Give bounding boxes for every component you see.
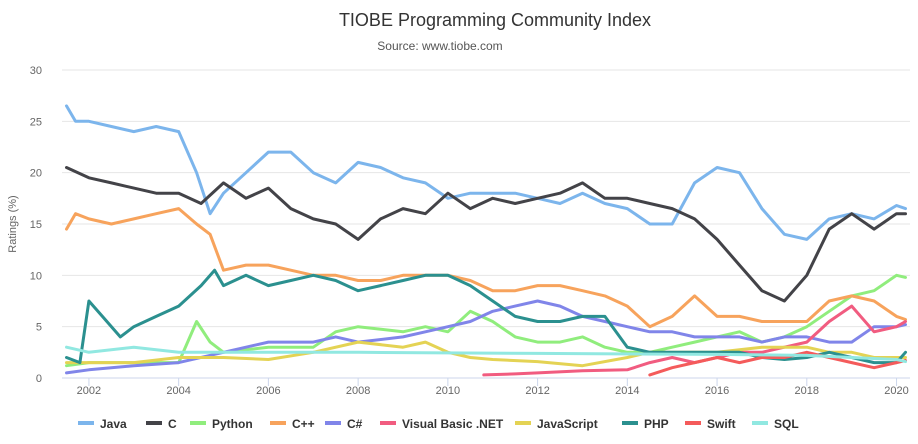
- legend-label: C++: [292, 417, 315, 431]
- legend-item[interactable]: C#: [325, 417, 363, 431]
- legend-label: SQL: [774, 417, 799, 431]
- chart-subtitle: Source: www.tiobe.com: [377, 39, 502, 53]
- legend-label: Visual Basic .NET: [402, 417, 504, 431]
- legend-swatch: [622, 421, 638, 425]
- legend-label: Python: [212, 417, 253, 431]
- y-tick-label: 25: [30, 116, 42, 128]
- legend-item[interactable]: Swift: [685, 417, 736, 431]
- x-tick-label: 2020: [884, 385, 908, 397]
- legend-label: Java: [100, 417, 127, 431]
- legend-label: Swift: [707, 417, 736, 431]
- y-tick-label: 0: [36, 373, 42, 385]
- legend-item[interactable]: PHP: [622, 417, 669, 431]
- series-line-swift: [648, 350, 907, 377]
- legend-label: PHP: [644, 417, 669, 431]
- y-tick-label: 30: [30, 65, 42, 77]
- x-tick-label: 2010: [436, 385, 460, 397]
- series-line-c-: [65, 207, 907, 329]
- legend-swatch: [685, 421, 701, 425]
- series-line-visual-basic-net: [482, 304, 907, 377]
- series-line-javascript: [65, 340, 907, 368]
- x-tick-label: 2004: [166, 385, 190, 397]
- legend-swatch: [515, 421, 531, 425]
- x-tick-label: 2006: [256, 385, 280, 397]
- y-tick-label: 10: [30, 270, 42, 282]
- y-axis-label: Ratings (%): [7, 195, 19, 252]
- legend-item[interactable]: C++: [270, 417, 315, 431]
- legend-item[interactable]: SQL: [752, 417, 799, 431]
- x-tick-label: 2002: [77, 385, 101, 397]
- legend-swatch: [270, 421, 286, 425]
- y-tick-label: 20: [30, 168, 42, 180]
- legend-label: JavaScript: [537, 417, 598, 431]
- legend-item[interactable]: Visual Basic .NET: [380, 417, 504, 431]
- legend-item[interactable]: C: [146, 417, 177, 431]
- chart-title: TIOBE Programming Community Index: [339, 10, 651, 30]
- x-tick-label: 2012: [525, 385, 549, 397]
- legend-swatch: [190, 421, 206, 425]
- series-line-c: [65, 166, 907, 303]
- x-tick-label: 2008: [346, 385, 370, 397]
- legend-item[interactable]: JavaScript: [515, 417, 598, 431]
- legend-item[interactable]: Python: [190, 417, 253, 431]
- legend-swatch: [752, 421, 768, 425]
- legend-swatch: [380, 421, 396, 425]
- legend-swatch: [325, 421, 341, 425]
- legend-label: C#: [347, 417, 363, 431]
- x-tick-label: 2018: [795, 385, 819, 397]
- x-tick-label: 2014: [615, 385, 639, 397]
- x-tick-label: 2016: [705, 385, 729, 397]
- legend-swatch: [78, 421, 94, 425]
- legend-swatch: [146, 421, 162, 425]
- series-line-java: [65, 104, 907, 241]
- series-line-python: [65, 273, 907, 368]
- legend-item[interactable]: Java: [78, 417, 127, 431]
- series-line-sql: [65, 345, 907, 364]
- y-tick-label: 5: [36, 322, 42, 334]
- series-line-c-: [65, 299, 907, 375]
- legend-label: C: [168, 417, 177, 431]
- y-tick-label: 15: [30, 219, 42, 231]
